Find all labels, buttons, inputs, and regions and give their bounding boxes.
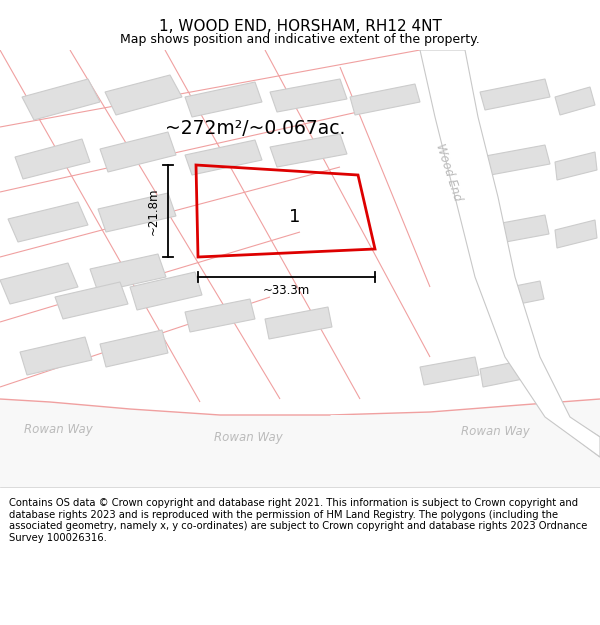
Text: Contains OS data © Crown copyright and database right 2021. This information is : Contains OS data © Crown copyright and d… [9, 498, 587, 543]
Polygon shape [420, 357, 479, 385]
Polygon shape [100, 132, 176, 172]
Polygon shape [22, 79, 100, 120]
Polygon shape [20, 337, 92, 375]
Polygon shape [55, 282, 128, 319]
Polygon shape [265, 307, 332, 339]
Polygon shape [98, 193, 176, 232]
Polygon shape [90, 254, 166, 292]
Text: ~272m²/~0.067ac.: ~272m²/~0.067ac. [165, 119, 345, 139]
Text: Rowan Way: Rowan Way [23, 422, 92, 436]
Text: Wood End: Wood End [434, 142, 464, 202]
Text: ~21.8m: ~21.8m [147, 188, 160, 235]
Polygon shape [185, 82, 262, 117]
Text: ~33.3m: ~33.3m [263, 284, 310, 298]
Polygon shape [555, 152, 597, 180]
Polygon shape [420, 50, 600, 457]
Polygon shape [555, 220, 597, 248]
Polygon shape [480, 145, 550, 176]
Polygon shape [555, 87, 595, 115]
Text: 1, WOOD END, HORSHAM, RH12 4NT: 1, WOOD END, HORSHAM, RH12 4NT [158, 19, 442, 34]
Polygon shape [130, 272, 202, 310]
Polygon shape [100, 330, 168, 367]
Polygon shape [480, 215, 549, 246]
Polygon shape [330, 415, 410, 487]
Polygon shape [485, 281, 544, 310]
Polygon shape [0, 263, 78, 304]
Polygon shape [480, 359, 533, 387]
Polygon shape [0, 399, 600, 487]
Polygon shape [480, 79, 550, 110]
Polygon shape [105, 75, 182, 115]
Polygon shape [8, 202, 88, 242]
Polygon shape [350, 84, 420, 115]
Polygon shape [15, 139, 90, 179]
Text: Rowan Way: Rowan Way [461, 426, 529, 439]
Polygon shape [270, 134, 347, 167]
Polygon shape [185, 299, 255, 332]
Text: Map shows position and indicative extent of the property.: Map shows position and indicative extent… [120, 33, 480, 46]
Polygon shape [185, 140, 262, 175]
Text: 1: 1 [289, 208, 301, 226]
Text: Rowan Way: Rowan Way [214, 431, 283, 444]
Polygon shape [270, 79, 347, 112]
